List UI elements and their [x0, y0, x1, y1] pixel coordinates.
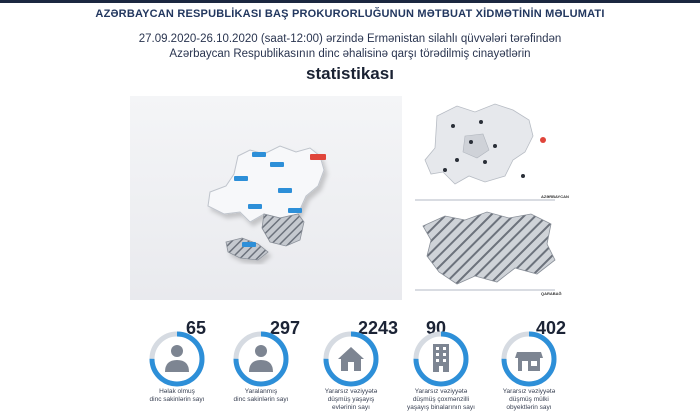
person-icon	[165, 345, 189, 372]
stat-ring	[501, 331, 557, 387]
stat-label: Həlak olmuş dinc sakinlərin sayı	[149, 388, 205, 403]
map-pin-1	[252, 152, 266, 157]
map-pin-4	[278, 188, 292, 193]
azerbaijan-main-territory	[207, 145, 325, 223]
subtitle-line-2: Azərbaycan Respublikasının dinc əhalisin…	[169, 48, 531, 60]
stat-ring	[149, 331, 205, 387]
karabakh-hatched-map	[422, 211, 556, 285]
map-pin-6	[288, 208, 302, 213]
map-pin-2	[270, 162, 284, 167]
stats-row: 65 Həlak olmuş dinc sakinlərin sayı 297 …	[0, 318, 700, 420]
stat-wounded-civilians: 297 Yaralanmış dinc sakinlərin sayı	[218, 318, 318, 420]
person-icon	[249, 345, 273, 372]
building-icon	[433, 344, 449, 372]
subtitle: 27.09.2020-26.10.2020 (saat-12:00) ərzin…	[0, 32, 700, 62]
map-pin-5	[248, 204, 262, 209]
shop-icon	[515, 352, 543, 371]
stat-ring	[323, 331, 379, 387]
header: AZƏRBAYCAN RESPUBLİKASI BAŞ PROKURORLUĞU…	[0, 8, 700, 20]
side-map-panel: AZƏRBAYCAN QARABAĞ	[405, 96, 570, 296]
nakhchivan-exclave	[225, 237, 269, 261]
small-map-region	[462, 133, 490, 159]
side-map-label-top: AZƏRBAYCAN	[541, 194, 569, 199]
stat-killed-civilians: 65 Həlak olmuş dinc sakinlərin sayı	[134, 318, 234, 420]
header-title: AZƏRBAYCAN RESPUBLİKASI BAŞ PROKURORLUĞU…	[95, 8, 605, 20]
map-pin-7	[242, 242, 256, 247]
stat-damaged-houses: 2243 Yararsız vəziyyətə düşmüş yaşayış e…	[308, 318, 408, 420]
stat-value: 2243	[358, 318, 399, 338]
stat-ring	[413, 331, 469, 387]
page-heading: statistikası	[306, 64, 394, 83]
stat-value: 297	[270, 318, 301, 338]
main-map-panel	[130, 96, 402, 300]
main-map	[207, 145, 326, 261]
stat-label: Yararsız vəziyyətə düşmüş mülki obyektlə…	[502, 388, 556, 411]
house-icon	[338, 347, 364, 371]
stat-value: 402	[536, 318, 567, 338]
subtitle-line-1: 27.09.2020-26.10.2020 (saat-12:00) ərzin…	[138, 33, 562, 45]
map-pins	[234, 152, 326, 247]
stat-label: Yaralanmış dinc sakinlərin sayı	[233, 388, 289, 403]
map-pin-3	[234, 176, 248, 181]
side-map-label-bottom: QARABAĞ	[541, 291, 562, 296]
stat-damaged-civil-objects: 402 Yararsız vəziyyətə düşmüş mülki obye…	[486, 318, 586, 420]
stat-value: 65	[186, 318, 207, 338]
small-map-dots	[443, 120, 546, 178]
map-pin-capital	[310, 154, 326, 160]
occupied-region	[261, 213, 305, 247]
stat-damaged-apartment-buildings: 90 Yararsız vəziyyətə düşmüş çoxmənzilli…	[398, 318, 498, 420]
stat-label: Yararsız vəziyyətə düşmüş yaşayış evləri…	[324, 388, 378, 411]
stat-label: Yararsız vəziyyətə düşmüş çoxmənzilli ya…	[407, 388, 475, 411]
top-accent-bar	[0, 0, 700, 3]
stat-ring	[233, 331, 289, 387]
side-map: AZƏRBAYCAN QARABAĞ	[415, 103, 569, 296]
